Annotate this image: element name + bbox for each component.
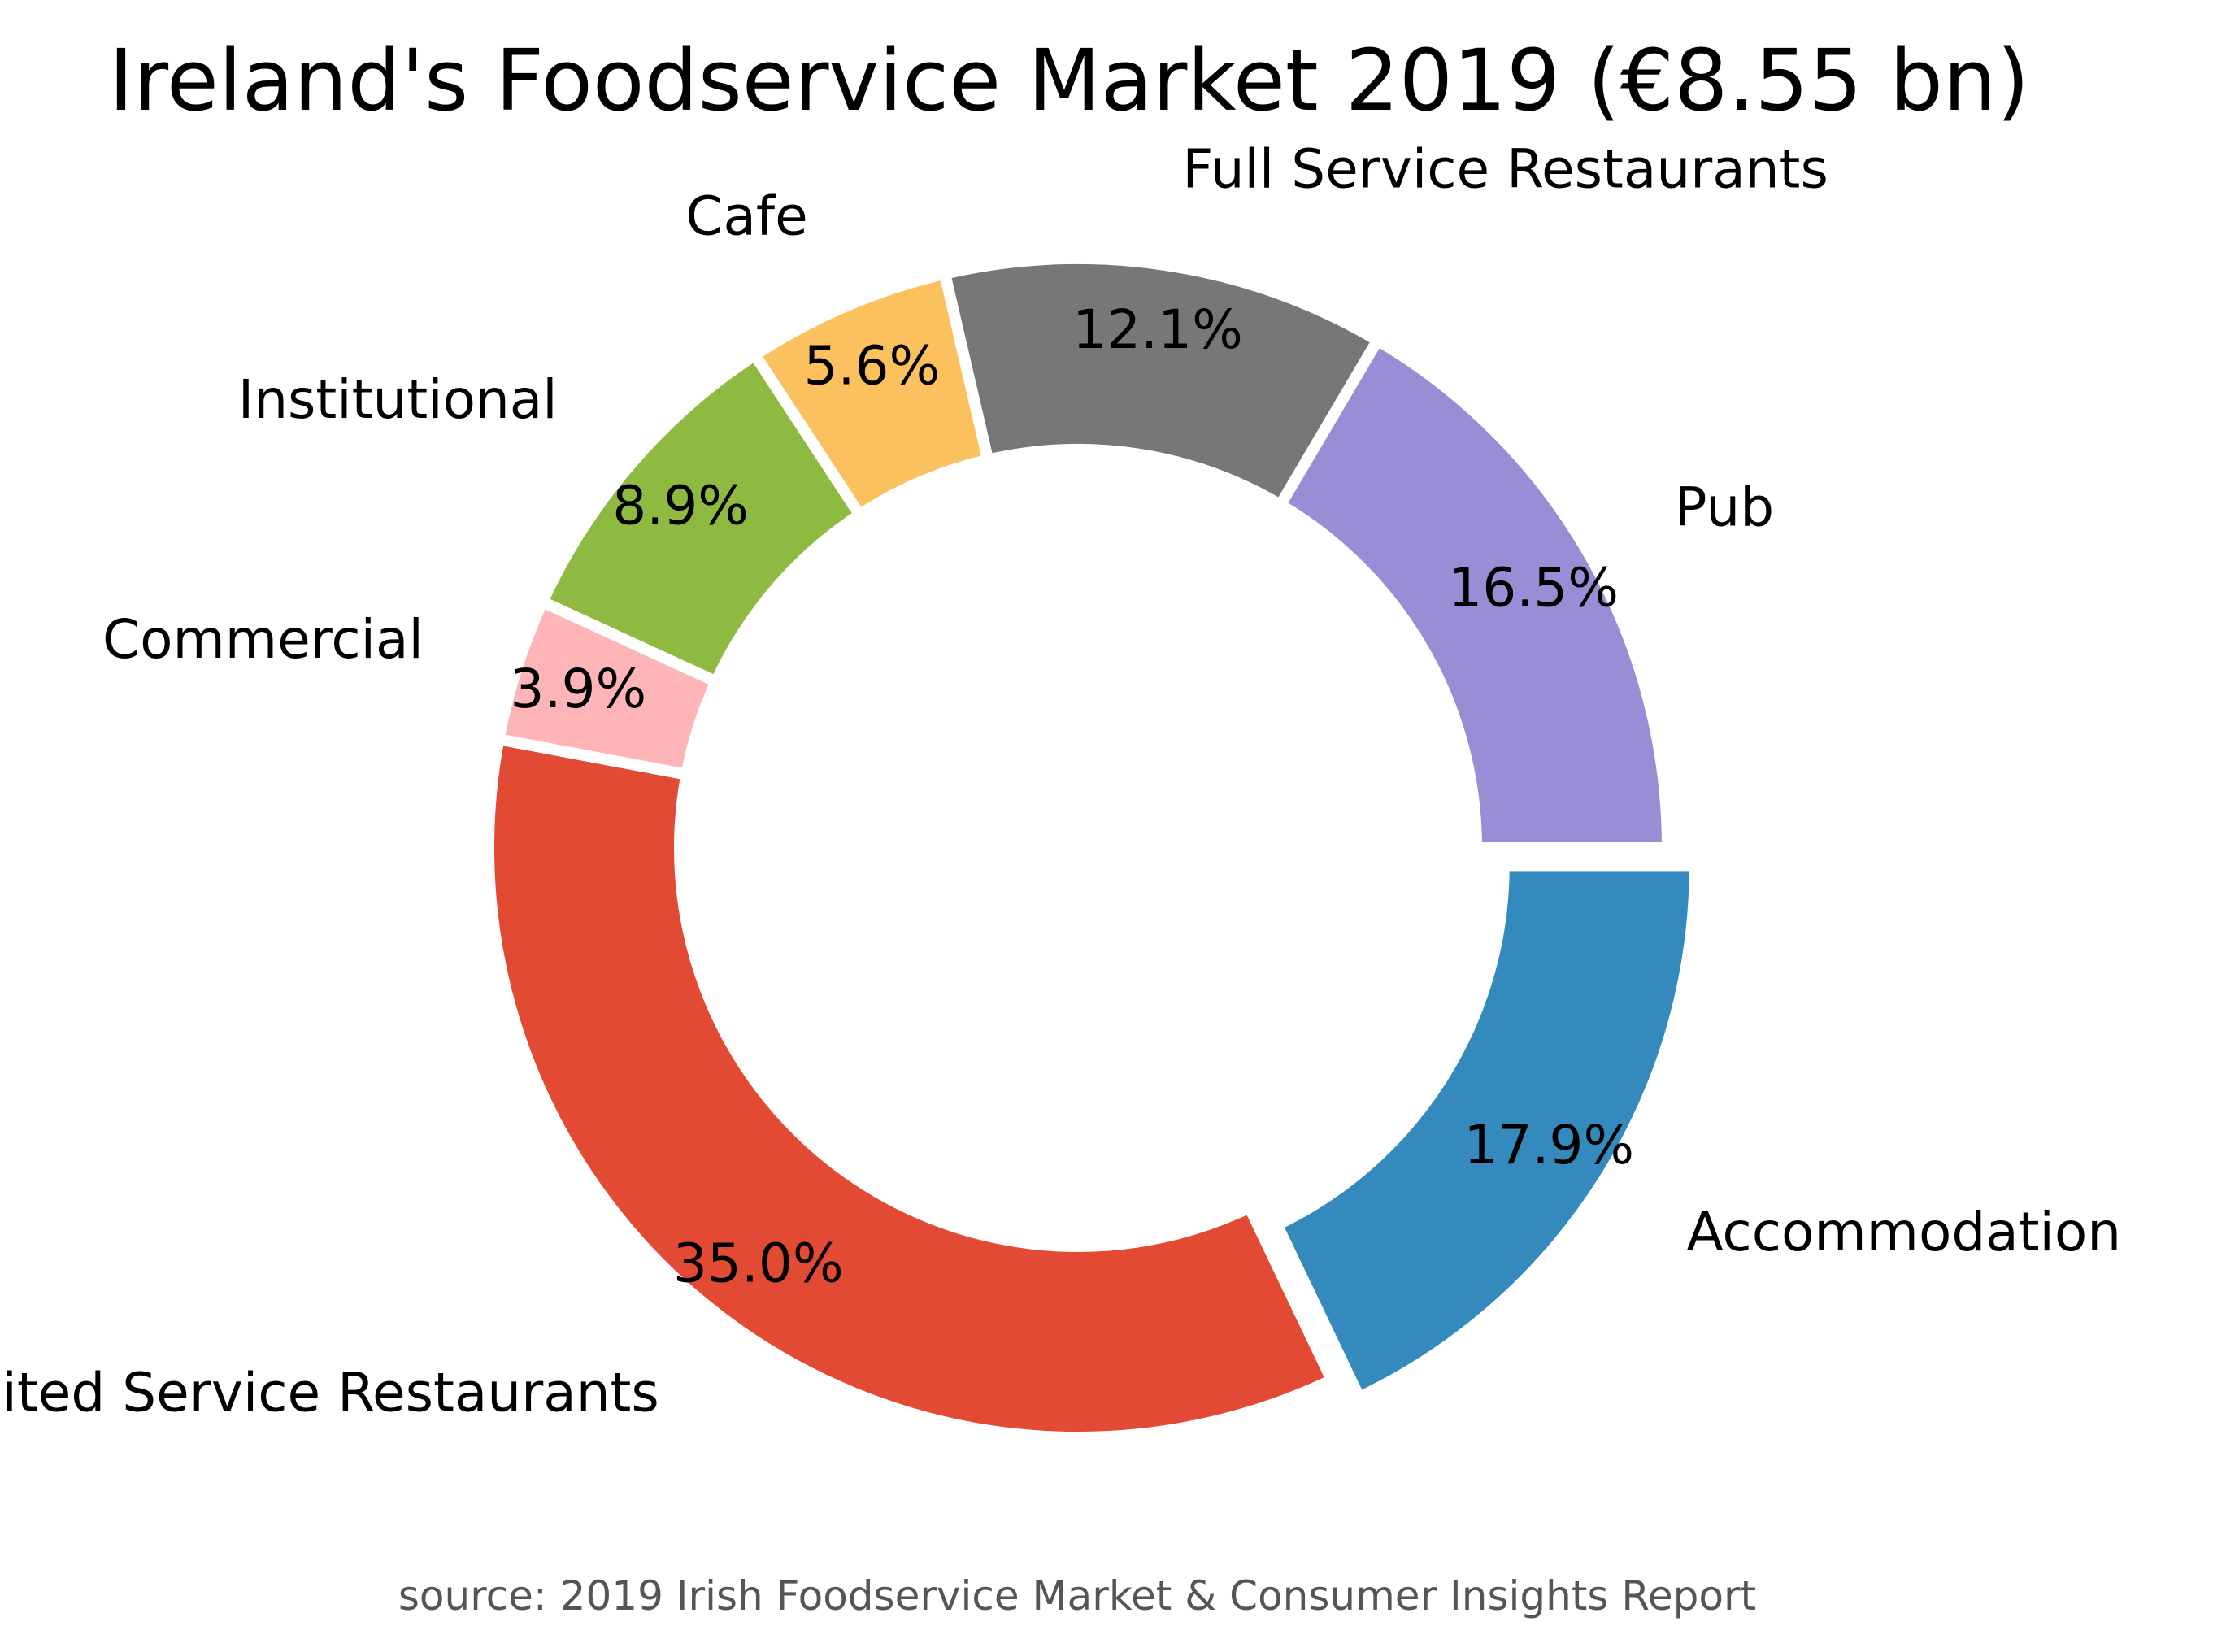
donut-labels: 17.9% Accommodation 35.0% Limited Service R… bbox=[0, 137, 2121, 1424]
slice-accommodation bbox=[1269, 859, 1701, 1406]
category-label-limited-service-restaurants: Limited Service Restaurants bbox=[0, 1361, 659, 1424]
pct-label-pub: 16.5% bbox=[1448, 557, 1619, 620]
pct-label-cafe: 5.6% bbox=[804, 334, 941, 397]
slice-limited-service-restaurants bbox=[483, 733, 1340, 1443]
chart-title: Ireland's Foodservice Market 2019 (€8.55… bbox=[109, 31, 2030, 130]
pct-label-limited-service-restaurants: 35.0% bbox=[673, 1232, 844, 1295]
slice-pub bbox=[1272, 332, 1674, 854]
category-label-pub: Pub bbox=[1675, 476, 1774, 538]
donut-slices bbox=[483, 253, 1701, 1443]
category-label-cafe: Cafe bbox=[685, 185, 807, 248]
pct-label-full-service-restaurants: 12.1% bbox=[1072, 298, 1243, 361]
category-label-accommodation: Accommodation bbox=[1686, 1201, 2121, 1263]
category-label-commercial: Commercial bbox=[102, 608, 424, 671]
pct-label-accommodation: 17.9% bbox=[1463, 1114, 1634, 1176]
pct-label-commercial: 3.9% bbox=[511, 658, 647, 720]
category-label-full-service-restaurants: Full Service Restaurants bbox=[1182, 137, 1828, 200]
category-label-institutional: Institutional bbox=[238, 368, 558, 431]
source-note: source: 2019 Irish Foodservice Market & … bbox=[398, 1572, 1756, 1619]
pct-label-institutional: 8.9% bbox=[612, 475, 749, 537]
